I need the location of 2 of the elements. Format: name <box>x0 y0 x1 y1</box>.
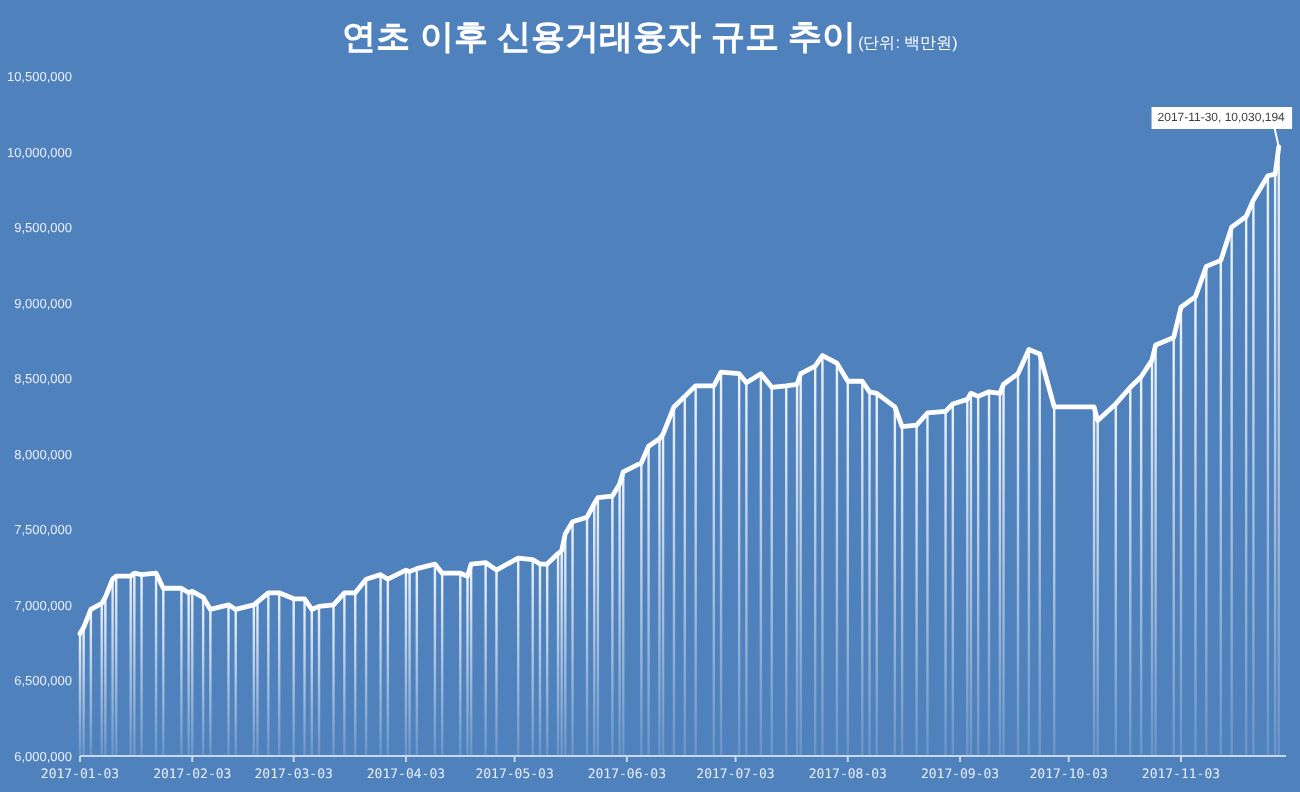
chart-title: 연초 이후 신용거래융자 규모 추이 <box>342 18 857 56</box>
chart-subtitle: (단위: 백만원) <box>858 34 959 52</box>
